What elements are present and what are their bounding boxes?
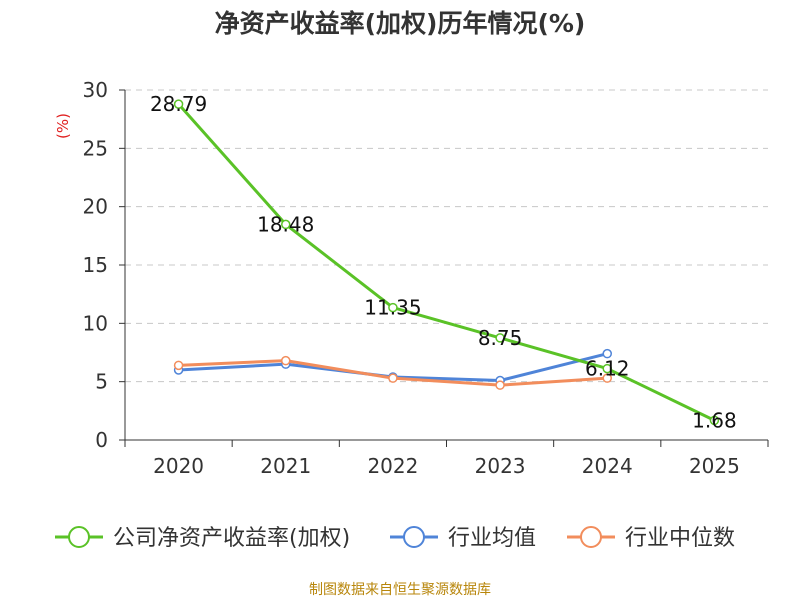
x-tick-label: 2024 bbox=[582, 454, 633, 478]
data-point bbox=[388, 373, 398, 383]
y-tick-label: 20 bbox=[83, 195, 108, 219]
data-label: 18.48 bbox=[257, 212, 314, 236]
source-note: 制图数据来自恒生聚源数据库 bbox=[309, 582, 491, 598]
data-point bbox=[281, 219, 291, 230]
data-point bbox=[495, 380, 505, 390]
data-point bbox=[173, 360, 184, 371]
y-tick-label: 25 bbox=[83, 136, 108, 160]
x-tick-label: 2022 bbox=[367, 454, 418, 478]
legend-marker bbox=[403, 526, 425, 548]
y-tick-label: 10 bbox=[83, 311, 108, 335]
y-axis-label: (%) bbox=[54, 113, 72, 139]
data-point bbox=[602, 363, 612, 374]
x-tick-label: 2020 bbox=[153, 454, 204, 478]
data-point bbox=[388, 302, 398, 313]
y-tick-label: 15 bbox=[83, 253, 108, 277]
legend-label: 行业均值 bbox=[448, 526, 536, 551]
x-tick-label: 2021 bbox=[260, 454, 311, 478]
data-label: 1.68 bbox=[692, 408, 737, 432]
data-label: 8.75 bbox=[478, 326, 523, 350]
series-line bbox=[177, 103, 716, 422]
data-point bbox=[602, 348, 612, 359]
y-tick-label: 5 bbox=[95, 370, 108, 394]
data-point bbox=[709, 415, 720, 426]
x-tick-label: 2023 bbox=[475, 454, 526, 478]
chart-title: 净资产收益率(加权)历年情况(%) bbox=[214, 9, 586, 38]
data-label: 11.35 bbox=[364, 296, 421, 320]
legend-marker bbox=[580, 526, 602, 548]
data-point bbox=[281, 355, 291, 366]
legend-label: 公司净资产收益率(加权) bbox=[113, 526, 350, 551]
data-point bbox=[602, 373, 612, 383]
data-point bbox=[173, 99, 184, 109]
legend-marker bbox=[68, 526, 90, 548]
y-tick-label: 30 bbox=[83, 78, 108, 102]
data-label: 28.79 bbox=[150, 92, 207, 116]
legend-label: 行业中位数 bbox=[625, 526, 735, 551]
y-tick-label: 0 bbox=[95, 428, 108, 452]
x-tick-label: 2025 bbox=[689, 454, 740, 478]
data-label: 6.12 bbox=[585, 357, 630, 381]
data-point bbox=[495, 333, 505, 343]
